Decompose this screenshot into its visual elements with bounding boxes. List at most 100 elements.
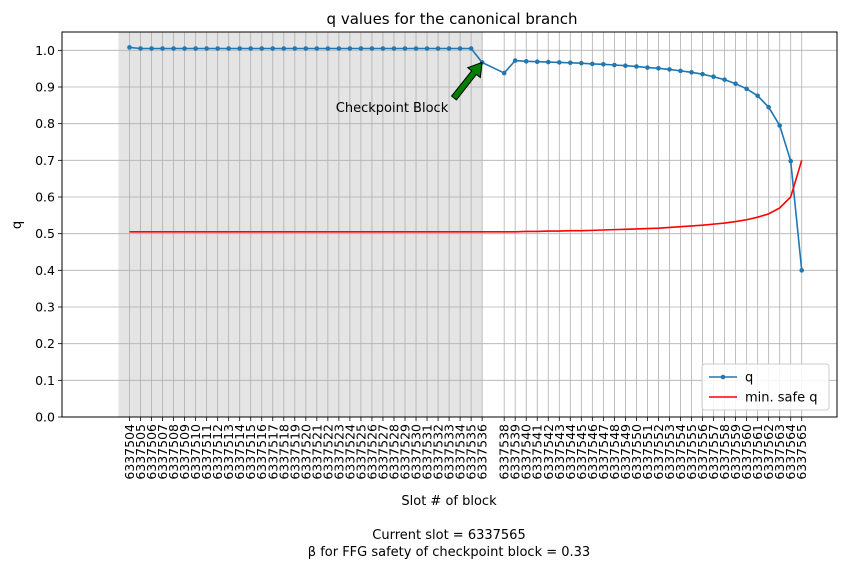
data-point bbox=[755, 93, 760, 99]
x-tick-label: 6337542 bbox=[541, 424, 556, 480]
x-tick-label: 6337513 bbox=[221, 424, 236, 480]
data-point bbox=[281, 46, 287, 51]
x-tick-label: 6337511 bbox=[199, 424, 214, 480]
x-tick-label: 6337506 bbox=[144, 424, 159, 480]
data-point bbox=[171, 46, 176, 51]
data-point bbox=[457, 46, 463, 51]
x-tick-label: 6337540 bbox=[519, 424, 534, 480]
legend-box bbox=[701, 363, 830, 411]
x-tick-label: 6337534 bbox=[453, 424, 468, 480]
annotation: Checkpoint Block bbox=[336, 61, 483, 116]
data-point bbox=[314, 46, 320, 51]
data-point bbox=[667, 67, 672, 72]
data-point bbox=[215, 46, 220, 51]
data-point bbox=[512, 58, 518, 63]
x-tick-label: 6337505 bbox=[133, 424, 148, 480]
data-point bbox=[556, 60, 562, 65]
data-point bbox=[678, 68, 683, 74]
data-point bbox=[402, 46, 408, 51]
x-tick-label: 6337516 bbox=[254, 424, 269, 480]
data-point bbox=[766, 104, 771, 110]
y-tick-label: 0.3 bbox=[35, 300, 55, 315]
grid bbox=[62, 32, 837, 418]
data-point bbox=[545, 59, 551, 65]
x-tick-label: 6337553 bbox=[662, 424, 677, 480]
x-tick-label: 6337515 bbox=[243, 424, 258, 480]
x-tick-label: 6337517 bbox=[265, 424, 280, 480]
data-point bbox=[733, 81, 738, 86]
data-point bbox=[369, 46, 375, 51]
data-point bbox=[138, 46, 143, 51]
x-tick-label: 6337527 bbox=[375, 424, 390, 480]
data-point bbox=[634, 64, 639, 69]
x-axis-label: Slot # of block bbox=[401, 494, 497, 509]
x-tick-label: 6337518 bbox=[276, 424, 291, 480]
x-tick-label: 6337552 bbox=[651, 424, 666, 480]
x-tick-label: 6337560 bbox=[739, 424, 754, 480]
data-point bbox=[435, 46, 441, 51]
x-tick-label: 6337535 bbox=[464, 424, 479, 480]
data-point bbox=[193, 46, 198, 51]
data-point bbox=[160, 46, 165, 51]
data-point bbox=[722, 77, 727, 82]
x-tick-label: 6337509 bbox=[177, 424, 192, 480]
data-point bbox=[468, 46, 474, 51]
x-tick-label: 6337519 bbox=[287, 424, 302, 480]
x-tick-label: 6337533 bbox=[442, 424, 457, 480]
data-point bbox=[358, 46, 364, 51]
annotation-label: Checkpoint Block bbox=[336, 101, 449, 116]
y-tick-label: 0.2 bbox=[35, 336, 55, 351]
y-tick-label: 0.6 bbox=[35, 190, 55, 205]
x-tick-label: 6337528 bbox=[386, 424, 401, 480]
x-tick-label: 6337526 bbox=[364, 424, 379, 480]
data-point bbox=[182, 46, 187, 51]
x-tick-label: 6337532 bbox=[431, 424, 446, 480]
shaded-rect bbox=[118, 32, 483, 417]
data-point bbox=[523, 59, 529, 64]
data-point bbox=[700, 71, 705, 77]
x-tick-label: 6337563 bbox=[772, 424, 787, 480]
x-tick-label: 6337555 bbox=[684, 424, 699, 480]
data-point bbox=[303, 46, 309, 51]
data-point bbox=[270, 46, 276, 51]
x-tick-label: 6337522 bbox=[320, 424, 335, 480]
data-point bbox=[237, 46, 242, 51]
data-point bbox=[413, 46, 419, 51]
data-point bbox=[446, 46, 452, 51]
legend-label-1: min. safe q bbox=[745, 391, 817, 406]
data-point bbox=[424, 46, 430, 51]
x-tick-label: 6337551 bbox=[640, 424, 655, 480]
x-tick-label: 6337504 bbox=[122, 424, 137, 480]
data-point bbox=[601, 61, 606, 67]
data-point bbox=[380, 46, 386, 51]
y-tick-label: 0.4 bbox=[35, 263, 55, 278]
chart-title: q values for the canonical branch bbox=[327, 10, 578, 28]
x-tick-label: 6337549 bbox=[618, 424, 633, 480]
checkpoint-shaded-region bbox=[118, 32, 483, 417]
x-tick-label: 6337564 bbox=[783, 424, 798, 480]
x-tick-label: 6337514 bbox=[232, 424, 247, 480]
data-point bbox=[149, 46, 154, 51]
data-point bbox=[744, 86, 749, 92]
x-tick-label: 6337538 bbox=[497, 424, 512, 480]
y-tick-label: 0.7 bbox=[35, 153, 55, 168]
data-point bbox=[590, 61, 595, 67]
x-tick-label: 6337544 bbox=[563, 424, 578, 480]
footer-line-beta: β for FFG safety of checkpoint block = 0… bbox=[308, 545, 590, 560]
legend-marker-0 bbox=[720, 374, 726, 380]
data-point bbox=[799, 268, 805, 273]
y-tick-label: 0.8 bbox=[35, 116, 55, 131]
x-tick-label: 6337561 bbox=[750, 424, 765, 480]
data-point bbox=[645, 65, 650, 70]
data-point bbox=[777, 123, 782, 128]
data-point bbox=[336, 46, 342, 51]
x-tick-label: 6337510 bbox=[188, 424, 203, 480]
x-tick-label: 6337541 bbox=[530, 424, 545, 480]
x-tick-label: 6337539 bbox=[508, 424, 523, 480]
data-point bbox=[248, 46, 254, 51]
x-tick-label: 6337507 bbox=[155, 424, 170, 480]
x-tick-label: 6337543 bbox=[552, 424, 567, 480]
plot-frame bbox=[61, 31, 838, 418]
legend-label-0: q bbox=[745, 371, 753, 386]
